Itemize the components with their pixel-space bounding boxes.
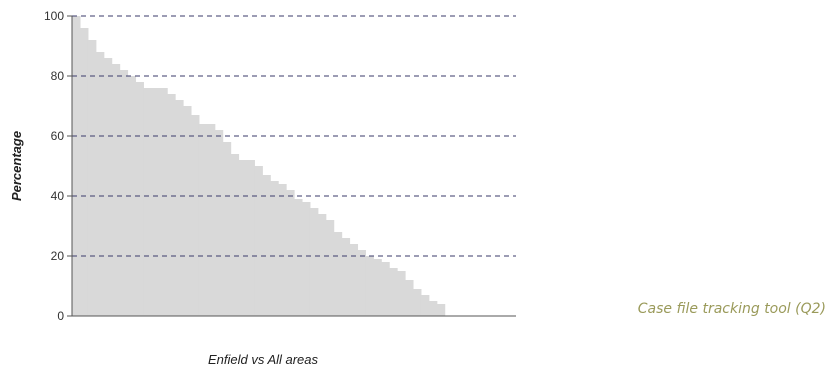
area-step-44: [420, 295, 430, 316]
area-step-37: [365, 256, 374, 316]
y-tick-label-40: 40: [51, 189, 65, 203]
chart-annotation: Case file tracking tool (Q2): [638, 301, 826, 317]
area-step-14: [183, 106, 192, 316]
area-step-19: [222, 142, 232, 316]
area-step-17: [206, 124, 216, 316]
area-step-4: [103, 58, 113, 316]
area-step-6: [119, 70, 129, 316]
area-step-43: [412, 289, 422, 316]
area-step-33: [333, 232, 343, 316]
area-step-45: [428, 301, 438, 316]
area-step-21: [238, 160, 248, 316]
area-step-32: [325, 220, 335, 316]
area-step-20: [230, 154, 240, 316]
area-step-24: [262, 175, 271, 316]
area-step-18: [214, 130, 224, 316]
x-axis-label: Enfield vs All areas: [208, 352, 319, 367]
area-step-31: [317, 214, 327, 316]
area-step-15: [190, 115, 200, 316]
area-step-3: [95, 52, 105, 316]
y-tick-label-20: 20: [51, 249, 65, 263]
area-step-41: [397, 271, 406, 316]
area-step-0: [72, 16, 81, 316]
area-step-16: [198, 124, 208, 316]
area-step-10: [151, 88, 160, 316]
area-step-28: [294, 199, 303, 316]
area-step-12: [167, 94, 176, 316]
y-axis-label: Percentage: [9, 131, 24, 201]
y-tick-label-80: 80: [51, 69, 65, 83]
area-step-35: [349, 244, 359, 316]
area-step-39: [381, 262, 390, 316]
area-step-40: [389, 268, 398, 316]
area-step-25: [270, 181, 279, 316]
y-tick-label-100: 100: [44, 9, 64, 23]
area-step-23: [254, 166, 263, 316]
area-step-42: [405, 280, 414, 316]
y-tick-label-0: 0: [57, 309, 64, 323]
area-step-11: [159, 88, 168, 316]
area-step-38: [373, 259, 382, 316]
area-step-27: [286, 190, 295, 316]
area-step-30: [309, 208, 319, 316]
area-step-34: [341, 238, 351, 316]
area-step-26: [278, 184, 287, 316]
y-tick-label-60: 60: [51, 129, 65, 143]
area-step-46: [436, 304, 446, 316]
area-step-36: [357, 250, 366, 316]
area-step-1: [79, 28, 89, 316]
area-step-29: [301, 202, 311, 316]
area-step-13: [175, 100, 184, 316]
area-step-2: [87, 40, 97, 316]
area-step-5: [111, 64, 121, 316]
area-step-7: [127, 76, 137, 316]
area-step-9: [143, 88, 152, 316]
area-step-8: [135, 82, 144, 316]
area-step-22: [246, 160, 255, 316]
